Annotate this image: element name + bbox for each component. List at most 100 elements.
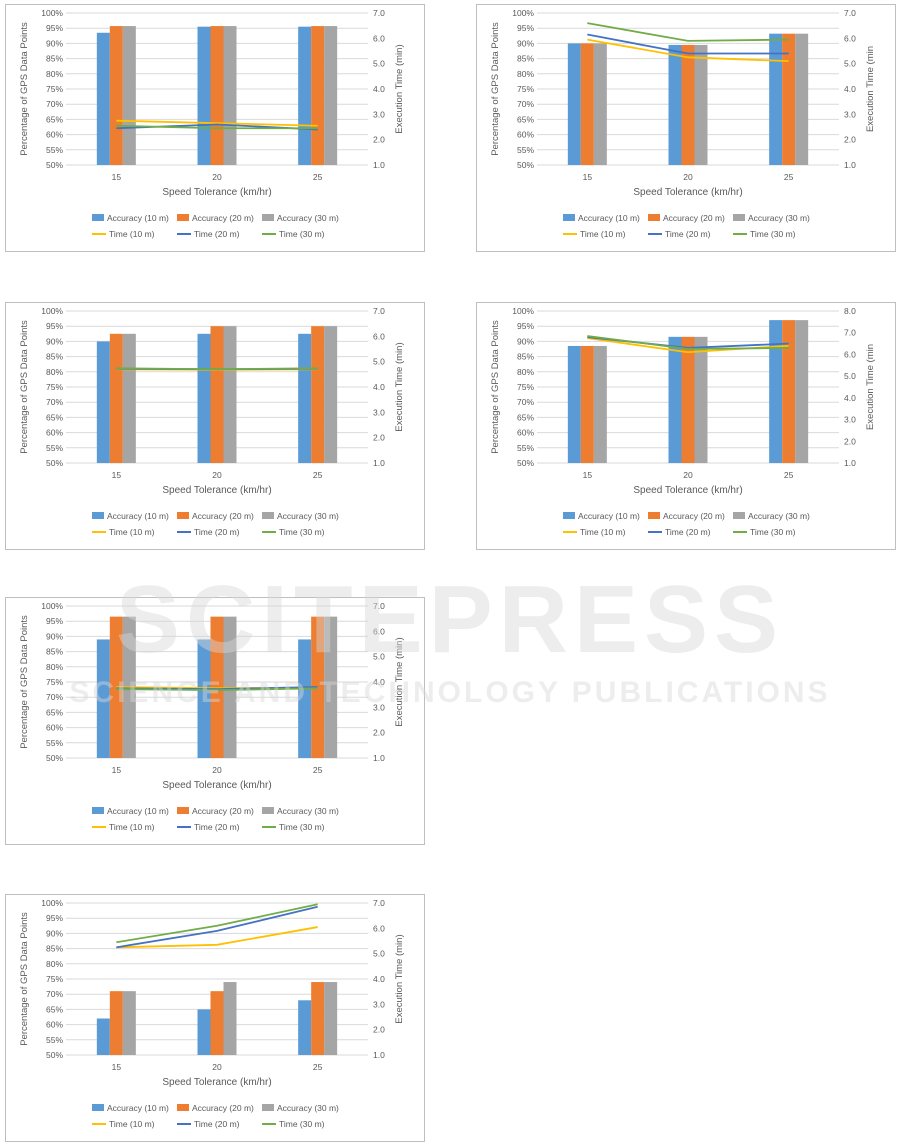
x-axis-label: Speed Tolerance (km/hr) <box>162 485 271 496</box>
y-tick-label: 85% <box>517 352 534 362</box>
legend-label: Time (30 m) <box>279 822 325 832</box>
y2-tick-label: 6.0 <box>844 349 856 359</box>
x-tick-label: 15 <box>112 765 122 775</box>
y2-tick-label: 6.0 <box>844 33 856 43</box>
y-axis-label: Percentage of GPS Data Points <box>19 615 30 749</box>
legend-label: Accuracy (30 m) <box>277 213 339 223</box>
y-tick-label: 90% <box>517 336 534 346</box>
x-axis-label: Speed Tolerance (km/hr) <box>633 187 742 198</box>
chart-panel-4: 50% 55% 60% 65% 70% 75% 80% 85% 90% 95% 100% 1.0 2.0… <box>476 302 896 550</box>
legend-label: Accuracy (20 m) <box>192 511 254 521</box>
bar <box>109 333 123 463</box>
legend-label: Accuracy (20 m) <box>663 213 725 223</box>
y-axis-label: Percentage of GPS Data Points <box>490 22 501 156</box>
series-line <box>116 124 318 130</box>
y2-tick-label: 8.0 <box>844 306 856 316</box>
bar <box>324 982 338 1055</box>
bar <box>298 26 312 166</box>
legend-label: Accuracy (10 m) <box>107 1103 169 1113</box>
y-tick-label: 50% <box>46 753 63 763</box>
bar <box>769 320 783 463</box>
bar <box>681 44 695 165</box>
y2-tick-label: 3.0 <box>373 407 385 417</box>
series-line <box>116 903 318 944</box>
bar <box>795 33 809 165</box>
y-tick-label: 70% <box>46 692 63 702</box>
y-tick-label: 50% <box>517 160 534 170</box>
y-tick-label: 70% <box>46 397 63 407</box>
y-tick-label: 70% <box>46 99 63 109</box>
y-tick-label: 50% <box>46 458 63 468</box>
bar <box>324 326 338 463</box>
y-tick-label: 55% <box>517 443 534 453</box>
legend-swatch <box>563 512 575 519</box>
bar <box>96 639 110 758</box>
y-axis-label: Percentage of GPS Data Points <box>19 912 30 1046</box>
y2-axis-label: Execution Time (min) <box>394 44 405 133</box>
legend-swatch <box>177 807 189 814</box>
y-axis-label: Percentage of GPS Data Points <box>19 320 30 454</box>
y-tick-label: 100% <box>512 306 534 316</box>
legend-label: Time (20 m) <box>194 822 240 832</box>
chart-svg: 50% 55% 60% 65% 70% 75% 80% 85% 90% 95% 100% 1.0 2.0… <box>490 306 876 537</box>
x-axis-label: Speed Tolerance (km/hr) <box>162 1077 271 1088</box>
x-tick-label: 25 <box>313 470 323 480</box>
bar <box>210 991 224 1055</box>
y2-tick-label: 2.0 <box>844 436 856 446</box>
series-line <box>116 687 318 692</box>
y2-tick-label: 7.0 <box>373 601 385 611</box>
y-tick-label: 60% <box>46 723 63 733</box>
y-tick-label: 75% <box>46 382 63 392</box>
y-tick-label: 60% <box>46 428 63 438</box>
y-tick-label: 85% <box>46 647 63 657</box>
bar <box>210 326 224 463</box>
y-tick-label: 100% <box>41 306 63 316</box>
series-line <box>116 905 318 949</box>
bar <box>567 345 581 463</box>
chart-svg: 50% 55% 60% 65% 70% 75% 80% 85% 90% 95% 100% 1.0 2.0… <box>19 8 405 239</box>
legend-label: Time (10 m) <box>109 1119 155 1129</box>
y2-tick-label: 1.0 <box>844 160 856 170</box>
y2-tick-label: 1.0 <box>844 458 856 468</box>
bar <box>223 326 237 463</box>
x-tick-label: 15 <box>112 172 122 182</box>
legend-label: Accuracy (10 m) <box>107 806 169 816</box>
legend-swatch <box>92 807 104 814</box>
y2-tick-label: 5.0 <box>373 357 385 367</box>
y2-axis-label: Execution Time (min) <box>394 934 405 1023</box>
legend-swatch <box>92 1104 104 1111</box>
chart-panel-1: 50% 55% 60% 65% 70% 75% 80% 85% 90% 95% 100% 1.0 2.0… <box>5 4 425 252</box>
series-line <box>587 33 789 55</box>
y-tick-label: 90% <box>46 38 63 48</box>
legend-swatch <box>177 512 189 519</box>
bar <box>210 616 224 758</box>
y-tick-label: 95% <box>517 321 534 331</box>
legend-label: Accuracy (10 m) <box>107 511 169 521</box>
y-tick-label: 90% <box>517 38 534 48</box>
y-tick-label: 100% <box>512 8 534 18</box>
x-tick-label: 25 <box>784 172 794 182</box>
y-tick-label: 65% <box>46 114 63 124</box>
y-tick-label: 75% <box>517 382 534 392</box>
x-tick-label: 20 <box>212 470 222 480</box>
y-tick-label: 65% <box>46 707 63 717</box>
chart-panel-6: 50% 55% 60% 65% 70% 75% 80% 85% 90% 95% 100% 1.0 2.0… <box>5 894 425 1142</box>
bar <box>298 639 312 758</box>
bar <box>580 43 594 165</box>
x-tick-label: 25 <box>784 470 794 480</box>
y-tick-label: 90% <box>46 336 63 346</box>
y-tick-label: 85% <box>46 944 63 954</box>
legend-label: Time (30 m) <box>279 527 325 537</box>
y2-tick-label: 4.0 <box>373 84 385 94</box>
x-tick-label: 20 <box>212 172 222 182</box>
y2-tick-label: 1.0 <box>373 1050 385 1060</box>
bar <box>694 44 708 165</box>
y2-tick-label: 5.0 <box>844 371 856 381</box>
chart-panel-5: 50% 55% 60% 65% 70% 75% 80% 85% 90% 95% 100% 1.0 2.0… <box>5 597 425 845</box>
bar <box>782 33 796 165</box>
legend-label: Accuracy (30 m) <box>748 511 810 521</box>
bar <box>96 1018 110 1055</box>
legend-swatch <box>262 1104 274 1111</box>
legend-label: Accuracy (30 m) <box>748 213 810 223</box>
bar <box>593 345 607 463</box>
